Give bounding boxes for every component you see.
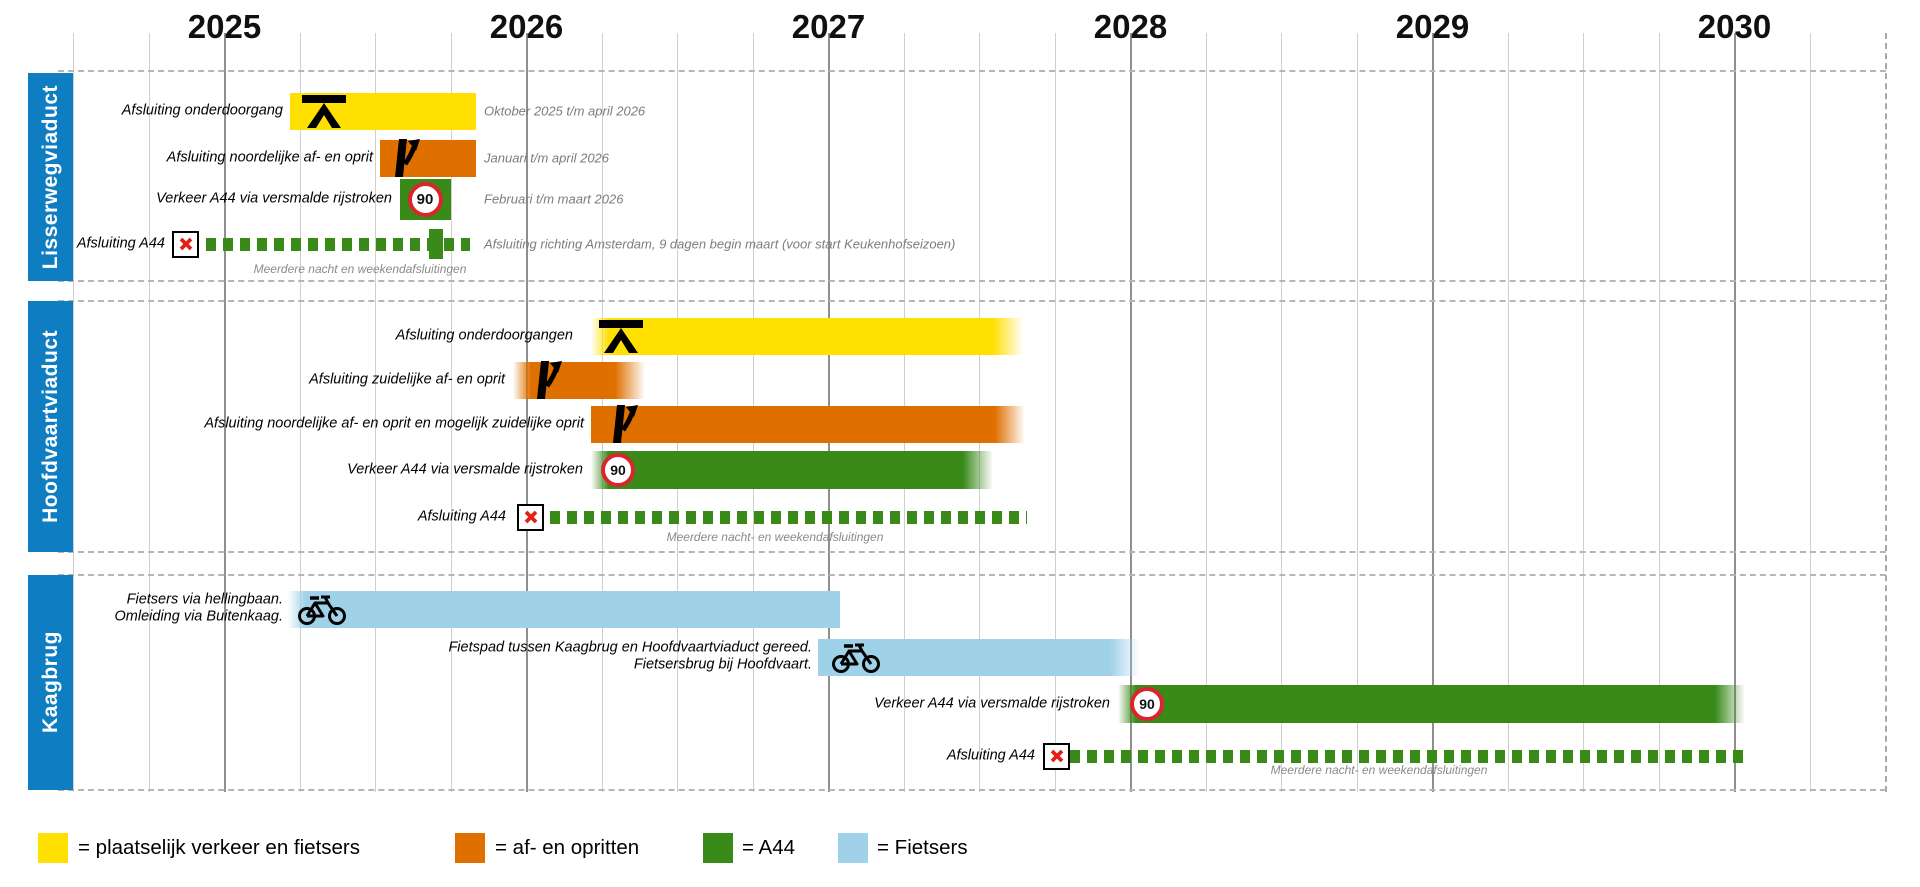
legend-swatch-yellow	[38, 833, 68, 863]
date-caption: Januari t/m april 2026	[484, 150, 610, 166]
section-divider-line	[58, 574, 1886, 576]
task-bar-orange	[513, 361, 645, 399]
quarter-gridline	[1507, 33, 1509, 792]
row-label: Afsluiting A44	[946, 747, 1035, 764]
highway-ramp-icon	[604, 405, 638, 448]
year-label: 2026	[489, 8, 564, 45]
section-label: Hoofdvaartviaduct	[38, 330, 62, 523]
section-band-lisserwegviaduct: Lisserwegviaduct	[28, 73, 73, 281]
section-label: Lisserwegviaduct	[38, 84, 62, 270]
section-divider-line	[58, 551, 1886, 553]
row-label: Afsluiting onderdoorgangen	[395, 327, 573, 344]
year-label: 2029	[1395, 8, 1470, 45]
date-caption: Februari t/m maart 2026	[484, 191, 624, 207]
row-label: Afsluiting noordelijke af- en oprit	[166, 149, 373, 166]
year-label: 2027	[791, 8, 866, 45]
row-label: Afsluiting onderdoorgang	[121, 102, 283, 119]
note-text: Meerdere nacht en weekendafsluitingen	[253, 262, 467, 276]
legend-swatch-blue	[838, 833, 868, 863]
quarter-gridline	[148, 33, 150, 792]
speed-90-sign: 90	[601, 453, 635, 487]
task-bar-green	[1118, 685, 1745, 723]
quarter-gridline	[299, 33, 301, 792]
quarter-gridline	[1658, 33, 1660, 792]
legend-label: = Fietsers	[877, 836, 968, 859]
dotted-closure-line	[550, 510, 1027, 524]
quarter-gridline	[1809, 33, 1811, 792]
closure-tick	[429, 229, 443, 259]
quarter-gridline	[1205, 33, 1207, 792]
row-label: Afsluiting zuidelijke af- en oprit	[309, 371, 505, 388]
year-label: 2025	[187, 8, 262, 45]
year-gridline	[525, 33, 528, 792]
year-gridline	[1431, 33, 1434, 792]
note-text: Meerdere nacht- en weekendafsluitingen	[666, 530, 884, 544]
section-label: Kaagbrug	[38, 631, 62, 734]
tunnel-viaduct-icon	[302, 94, 346, 133]
highway-ramp-icon	[528, 361, 562, 404]
legend-label: = af- en opritten	[495, 836, 640, 859]
section-divider-line	[58, 280, 1886, 282]
section-divider-line	[58, 70, 1886, 72]
closed-x-icon	[1043, 742, 1070, 770]
task-bar-blue	[288, 590, 840, 628]
year-label: 2030	[1697, 8, 1772, 45]
section-divider-line	[58, 789, 1886, 791]
dotted-closure-line	[1070, 749, 1745, 763]
date-caption: Oktober 2025 t/m april 2026	[484, 103, 646, 119]
section-band-kaagbrug: Kaagbrug	[28, 575, 73, 790]
year-gridline	[1733, 33, 1736, 792]
closed-x-icon	[172, 230, 199, 258]
row-label: Verkeer A44 via versmalde rijstroken	[156, 190, 392, 207]
bicycle-icon	[832, 642, 880, 678]
quarter-gridline	[450, 33, 452, 792]
quarter-gridline	[1356, 33, 1358, 792]
year-label: 2028	[1093, 8, 1168, 45]
year-gridline	[1129, 33, 1132, 792]
quarter-gridline	[1583, 33, 1584, 792]
row-label: Afsluiting A44	[417, 508, 506, 525]
legend-swatch-green	[703, 833, 733, 863]
speed-90-sign: 90	[407, 181, 443, 217]
section-divider-line	[58, 300, 1886, 302]
date-caption: Afsluiting richting Amsterdam, 9 dagen b…	[484, 236, 956, 252]
bicycle-icon	[298, 594, 346, 630]
legend-label: = A44	[742, 836, 796, 859]
quarter-gridline	[73, 33, 74, 792]
row-label: Afsluiting A44	[76, 235, 165, 252]
task-bar-orange	[591, 405, 1025, 443]
section-band-hoofdvaartviaduct: Hoofdvaartviaduct	[28, 301, 73, 552]
note-text: Meerdere nacht- en weekendafsluitingen	[1270, 763, 1488, 777]
dotted-closure-line	[206, 237, 470, 251]
tunnel-viaduct-icon	[599, 319, 643, 358]
highway-ramp-icon	[386, 139, 420, 182]
speed-90-sign: 90	[1130, 687, 1164, 721]
row-label: Verkeer A44 via versmalde rijstroken	[347, 461, 583, 478]
quarter-gridline	[1054, 33, 1056, 792]
closed-x-icon	[517, 503, 544, 531]
row-label: Fietspad tussen Kaagbrug en Hoofdvaartvi…	[448, 639, 812, 673]
year-gridline	[223, 33, 226, 792]
row-label: Afsluiting noordelijke af- en oprit en m…	[204, 415, 584, 432]
legend-label: = plaatselijk verkeer en fietsers	[78, 836, 361, 859]
right-boundary-dashed-line	[1885, 33, 1887, 792]
task-bar-green	[591, 451, 993, 489]
row-label: Verkeer A44 via versmalde rijstroken	[874, 695, 1110, 712]
quarter-gridline	[375, 33, 376, 792]
row-label: Fietsers via hellingbaan. Omleiding via …	[114, 591, 283, 625]
legend-swatch-orange	[455, 833, 485, 863]
quarter-gridline	[1281, 33, 1282, 792]
task-bar-yellow	[591, 317, 1023, 355]
